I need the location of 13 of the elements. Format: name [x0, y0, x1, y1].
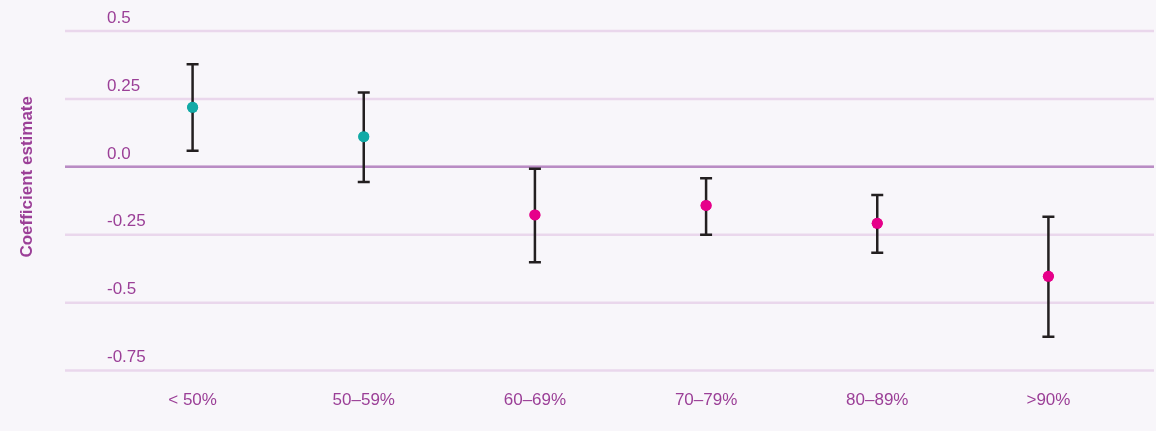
y-tick-label: 0.5: [107, 7, 131, 27]
y-tick-label: -0.5: [107, 279, 137, 299]
x-tick-label: 80–89%: [846, 390, 909, 410]
x-tick-label: 50–59%: [332, 390, 395, 410]
x-tick-label: < 50%: [168, 390, 217, 410]
y-tick-label: 0.0: [107, 143, 131, 163]
y-tick-label: -0.75: [107, 347, 146, 367]
y-axis-title: Coefficient estimate: [16, 96, 36, 258]
x-tick-label: 60–69%: [503, 390, 567, 410]
y-tick-label: -0.25: [107, 211, 146, 231]
x-tick-label: >90%: [1026, 390, 1071, 410]
y-tick-label: 0.25: [107, 75, 141, 95]
x-tick-label: 70–79%: [674, 390, 738, 410]
